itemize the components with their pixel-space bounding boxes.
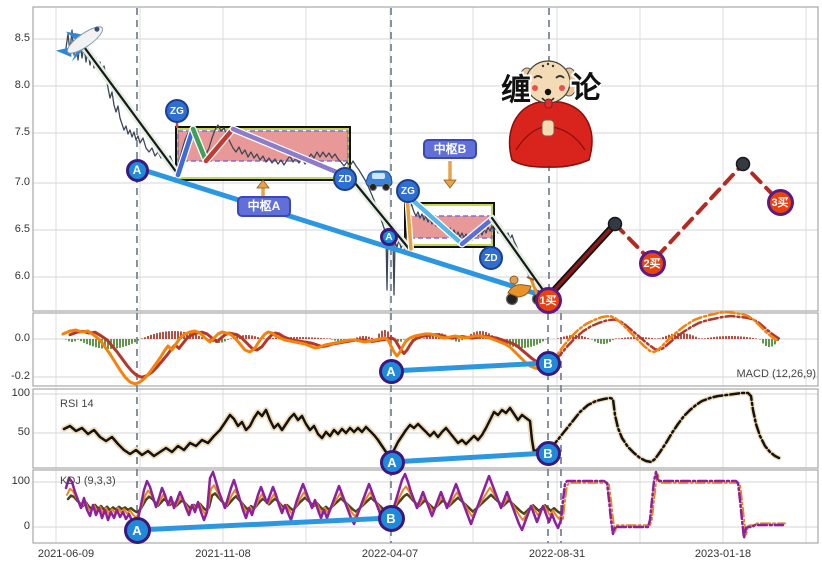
kdj-params-label: KDJ (9,3,3) bbox=[60, 475, 116, 487]
badge-macd-b: B bbox=[535, 350, 561, 376]
ytick-main-7.5: 7.5 bbox=[14, 126, 30, 138]
ytick-main-7.0: 7.0 bbox=[14, 176, 30, 188]
xtick-2022-04-07: 2022-04-07 bbox=[361, 548, 419, 560]
ytick-main-8.0: 8.0 bbox=[14, 79, 30, 91]
macd-params-label: MACD (12,26,9) bbox=[736, 368, 816, 380]
badge-buy2: 2买 bbox=[638, 249, 666, 277]
xtick-2023-01-18: 2023-01-18 bbox=[694, 548, 752, 560]
badge-buy3: 3买 bbox=[766, 188, 794, 216]
ytick-kdj-0: 0 bbox=[23, 520, 30, 532]
badge-zg1: ZG bbox=[165, 99, 189, 123]
ytick-macd-0.0: 0.0 bbox=[14, 332, 30, 344]
badge-zg2: ZG bbox=[396, 179, 420, 203]
badge-main-a2: A bbox=[380, 228, 398, 246]
xtick-2022-08-31: 2022-08-31 bbox=[528, 548, 586, 560]
badge-rsi-a: A bbox=[379, 449, 405, 475]
ytick-main-6.0: 6.0 bbox=[14, 270, 30, 282]
badge-zd2: ZD bbox=[479, 246, 503, 270]
badge-buy1: 1买 bbox=[534, 286, 562, 314]
badge-macd-a: A bbox=[378, 358, 404, 384]
ytick-macd--0.2: -0.2 bbox=[11, 370, 30, 382]
ytick-rsi-50: 50 bbox=[17, 426, 30, 438]
xtick-2021-06-09: 2021-06-09 bbox=[37, 548, 95, 560]
badge-kdj-a: A bbox=[123, 516, 151, 544]
ytick-main-8.5: 8.5 bbox=[14, 32, 30, 44]
badge-kdj-b: B bbox=[377, 504, 405, 532]
xtick-2021-11-08: 2021-11-08 bbox=[195, 548, 251, 560]
rsi-params-label: RSI 14 bbox=[60, 398, 94, 410]
pivot-b-label: 中枢B bbox=[423, 139, 477, 159]
ytick-kdj-100: 100 bbox=[11, 475, 30, 487]
badge-main-a1: A bbox=[125, 158, 149, 182]
badge-zd1: ZD bbox=[333, 167, 357, 191]
badge-rsi-b: B bbox=[535, 440, 561, 466]
ytick-main-6.5: 6.5 bbox=[14, 223, 30, 235]
pivot-a-label: 中枢A bbox=[237, 196, 291, 217]
ytick-rsi-100: 100 bbox=[11, 387, 30, 399]
